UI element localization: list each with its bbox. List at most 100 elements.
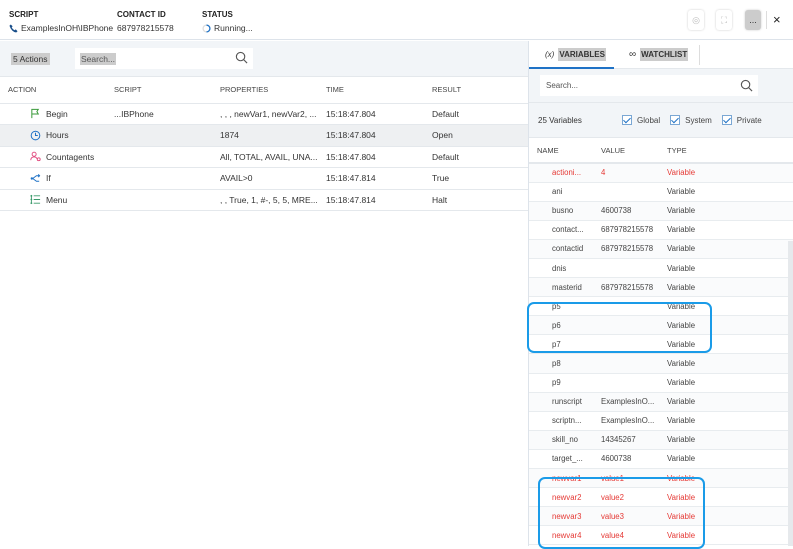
- col-name[interactable]: NAME: [529, 138, 601, 164]
- table-row[interactable]: Hours 1874 15:18:47.804 Open: [0, 124, 528, 147]
- result-cell: Halt: [424, 189, 528, 211]
- search-placeholder: Search...: [80, 52, 117, 65]
- checkbox-checked-icon[interactable]: [721, 115, 732, 125]
- checkbox-checked-icon[interactable]: [670, 115, 681, 125]
- variable-row[interactable]: newvar3 value3 Variable: [529, 506, 793, 527]
- variable-value: [601, 182, 667, 202]
- variable-row[interactable]: newvar2 value2 Variable: [529, 487, 793, 508]
- search-icon[interactable]: [740, 79, 753, 92]
- variables-panel: (x) VARIABLES ∞ WATCHLIST Search... 25 Var…: [528, 41, 793, 546]
- variable-type: Variable: [667, 353, 793, 374]
- spinner-icon: [202, 23, 211, 33]
- variable-name: newvar1: [529, 468, 601, 489]
- script-cell: [106, 167, 212, 190]
- variable-value: [601, 296, 667, 317]
- variable-row[interactable]: masterid 687978215578 Variable: [529, 277, 793, 298]
- variable-row[interactable]: p5 Variable: [529, 296, 793, 317]
- filter-label: System: [685, 115, 712, 125]
- filter-system[interactable]: System: [670, 115, 712, 125]
- more-button[interactable]: ...: [745, 10, 761, 30]
- variable-row[interactable]: newvar1 value1 Variable: [529, 468, 793, 489]
- filter-label: Global: [637, 115, 661, 125]
- phone-icon: [9, 23, 18, 33]
- variable-value: [601, 334, 667, 355]
- filter-global[interactable]: Global: [622, 115, 660, 125]
- variable-row[interactable]: scriptn... ExamplesInO... Variable: [529, 411, 793, 431]
- close-button[interactable]: ×: [773, 12, 781, 27]
- variable-row[interactable]: actioni... 4 Variable: [529, 163, 793, 183]
- variable-row[interactable]: newvar4 value4 Variable: [529, 525, 793, 546]
- time-cell: 15:18:47.804: [318, 124, 424, 147]
- properties-cell: AVAIL>0: [212, 167, 318, 190]
- scrollbar[interactable]: [788, 241, 793, 546]
- search-placeholder: Search...: [546, 81, 579, 90]
- status-info: STATUS Running...: [202, 10, 253, 33]
- variable-row[interactable]: p6 Variable: [529, 315, 793, 336]
- variable-name: contact...: [529, 220, 601, 240]
- variable-value: [601, 258, 667, 279]
- variable-value: 14345267: [601, 430, 667, 450]
- variables-search-bar: Search...: [529, 69, 793, 103]
- result-cell: Default: [424, 146, 528, 168]
- variable-type: Variable: [667, 220, 793, 240]
- variable-row[interactable]: runscript ExamplesInO... Variable: [529, 392, 793, 412]
- variable-icon: (x): [545, 49, 555, 59]
- table-row[interactable]: If AVAIL>0 15:18:47.814 True: [0, 167, 528, 190]
- variable-type: Variable: [667, 163, 793, 183]
- variable-row[interactable]: p8 Variable: [529, 353, 793, 374]
- actions-search-input[interactable]: Search...: [75, 48, 253, 69]
- col-type[interactable]: TYPE: [667, 138, 793, 164]
- variable-value: value3: [601, 506, 667, 527]
- variable-type: Variable: [667, 315, 793, 336]
- variable-row[interactable]: ani Variable: [529, 182, 793, 202]
- time-cell: 15:18:47.804: [318, 103, 424, 125]
- action-cell: Menu: [0, 189, 106, 211]
- tab-watchlist-label: WATCHLIST: [640, 47, 689, 61]
- settings-button[interactable]: ◎: [688, 10, 704, 30]
- menu-list-icon: [30, 195, 41, 205]
- col-properties[interactable]: PROPERTIES: [212, 77, 318, 104]
- expand-button[interactable]: ⛶: [716, 10, 732, 30]
- col-action[interactable]: ACTION: [0, 77, 106, 104]
- time-cell: 15:18:47.804: [318, 146, 424, 168]
- variable-name: newvar4: [529, 525, 601, 546]
- table-row[interactable]: Begin ...IBPhone , , , newVar1, newVar2,…: [0, 103, 528, 125]
- variable-row[interactable]: p9 Variable: [529, 373, 793, 393]
- script-label: SCRIPT: [9, 10, 39, 19]
- col-value[interactable]: VALUE: [601, 138, 667, 164]
- properties-cell: All, TOTAL, AVAIL, UNA...: [212, 146, 318, 168]
- table-row[interactable]: Menu , , True, 1, #-, 5, 5, MRE... 15:18…: [0, 189, 528, 211]
- col-time[interactable]: TIME: [318, 77, 424, 104]
- variable-row[interactable]: dnis Variable: [529, 258, 793, 279]
- variable-row[interactable]: skill_no 14345267 Variable: [529, 430, 793, 450]
- variable-type: Variable: [667, 182, 793, 202]
- result-cell: Open: [424, 124, 528, 147]
- variable-row[interactable]: contact... 687978215578 Variable: [529, 220, 793, 240]
- variables-search-input[interactable]: Search...: [540, 75, 758, 96]
- action-cell: Hours: [0, 124, 106, 147]
- agents-icon: [30, 151, 41, 162]
- variable-row[interactable]: target_... 4600738 Variable: [529, 449, 793, 470]
- variable-name: newvar3: [529, 506, 601, 527]
- filter-private[interactable]: Private: [721, 115, 762, 125]
- variable-row[interactable]: busno 4600738 Variable: [529, 201, 793, 221]
- variable-type: Variable: [667, 201, 793, 221]
- variable-value: ExamplesInO...: [601, 411, 667, 431]
- table-row[interactable]: Countagents All, TOTAL, AVAIL, UNA... 15…: [0, 146, 528, 168]
- checkbox-checked-icon[interactable]: [622, 115, 632, 125]
- variable-row[interactable]: p7 Variable: [529, 334, 793, 355]
- col-script[interactable]: SCRIPT: [106, 77, 212, 104]
- action-name: Menu: [46, 194, 68, 205]
- search-icon[interactable]: [235, 51, 248, 64]
- actions-table: ACTION SCRIPT PROPERTIES TIME RESULT Beg…: [0, 77, 528, 211]
- time-cell: 15:18:47.814: [318, 189, 424, 211]
- variable-name: ani: [529, 182, 601, 202]
- properties-cell: 1874: [212, 124, 318, 147]
- tab-watchlist[interactable]: ∞ WATCHLIST: [629, 41, 689, 67]
- col-result[interactable]: RESULT: [424, 77, 528, 104]
- expand-icon: ⛶: [720, 15, 728, 25]
- script-cell: ...IBPhone: [106, 103, 212, 125]
- tab-variables[interactable]: (x) VARIABLES: [529, 41, 614, 69]
- variable-filters: 25 Variables Global System Private: [529, 103, 793, 138]
- variable-row[interactable]: contactid 687978215578 Variable: [529, 239, 793, 259]
